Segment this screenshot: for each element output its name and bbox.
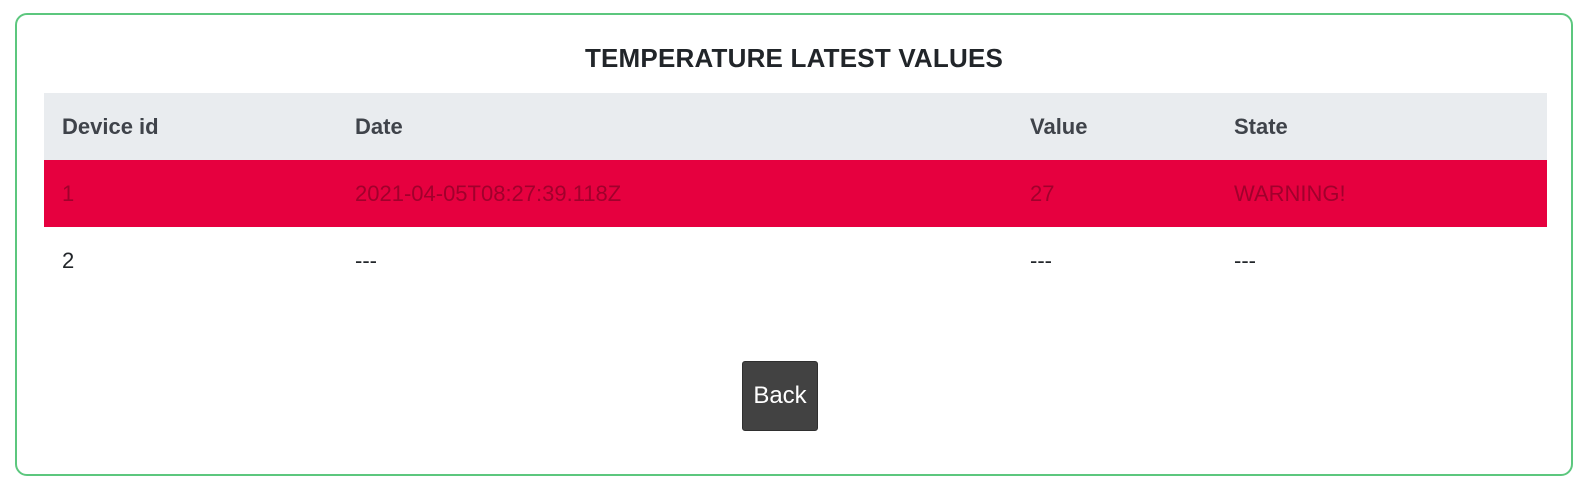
cell-device-id: 1 — [44, 160, 337, 227]
table-row: 2 --- --- --- — [44, 227, 1547, 294]
table-header-row: Device id Date Value State — [44, 93, 1547, 160]
cell-device-id: 2 — [62, 247, 75, 273]
column-header-date: Date — [337, 93, 1012, 160]
table-row: 1 2021-04-05T08:27:39.118Z 27 WARNING! — [44, 160, 1547, 227]
cell-date: --- — [355, 247, 377, 273]
cell-value: 27 — [1012, 160, 1216, 227]
cell-state: --- — [1234, 247, 1256, 273]
cell-date: 2021-04-05T08:27:39.118Z — [337, 160, 1012, 227]
column-header-value: Value — [1012, 93, 1216, 160]
back-button[interactable]: Back — [742, 361, 818, 431]
cell-value: --- — [1030, 247, 1052, 273]
column-header-device-id: Device id — [44, 93, 337, 160]
column-header-state: State — [1216, 93, 1547, 160]
temperature-table: Device id Date Value State 1 2021-04-05T… — [44, 93, 1547, 294]
page-title: TEMPERATURE LATEST VALUES — [584, 43, 1004, 73]
cell-state: WARNING! — [1216, 160, 1547, 227]
